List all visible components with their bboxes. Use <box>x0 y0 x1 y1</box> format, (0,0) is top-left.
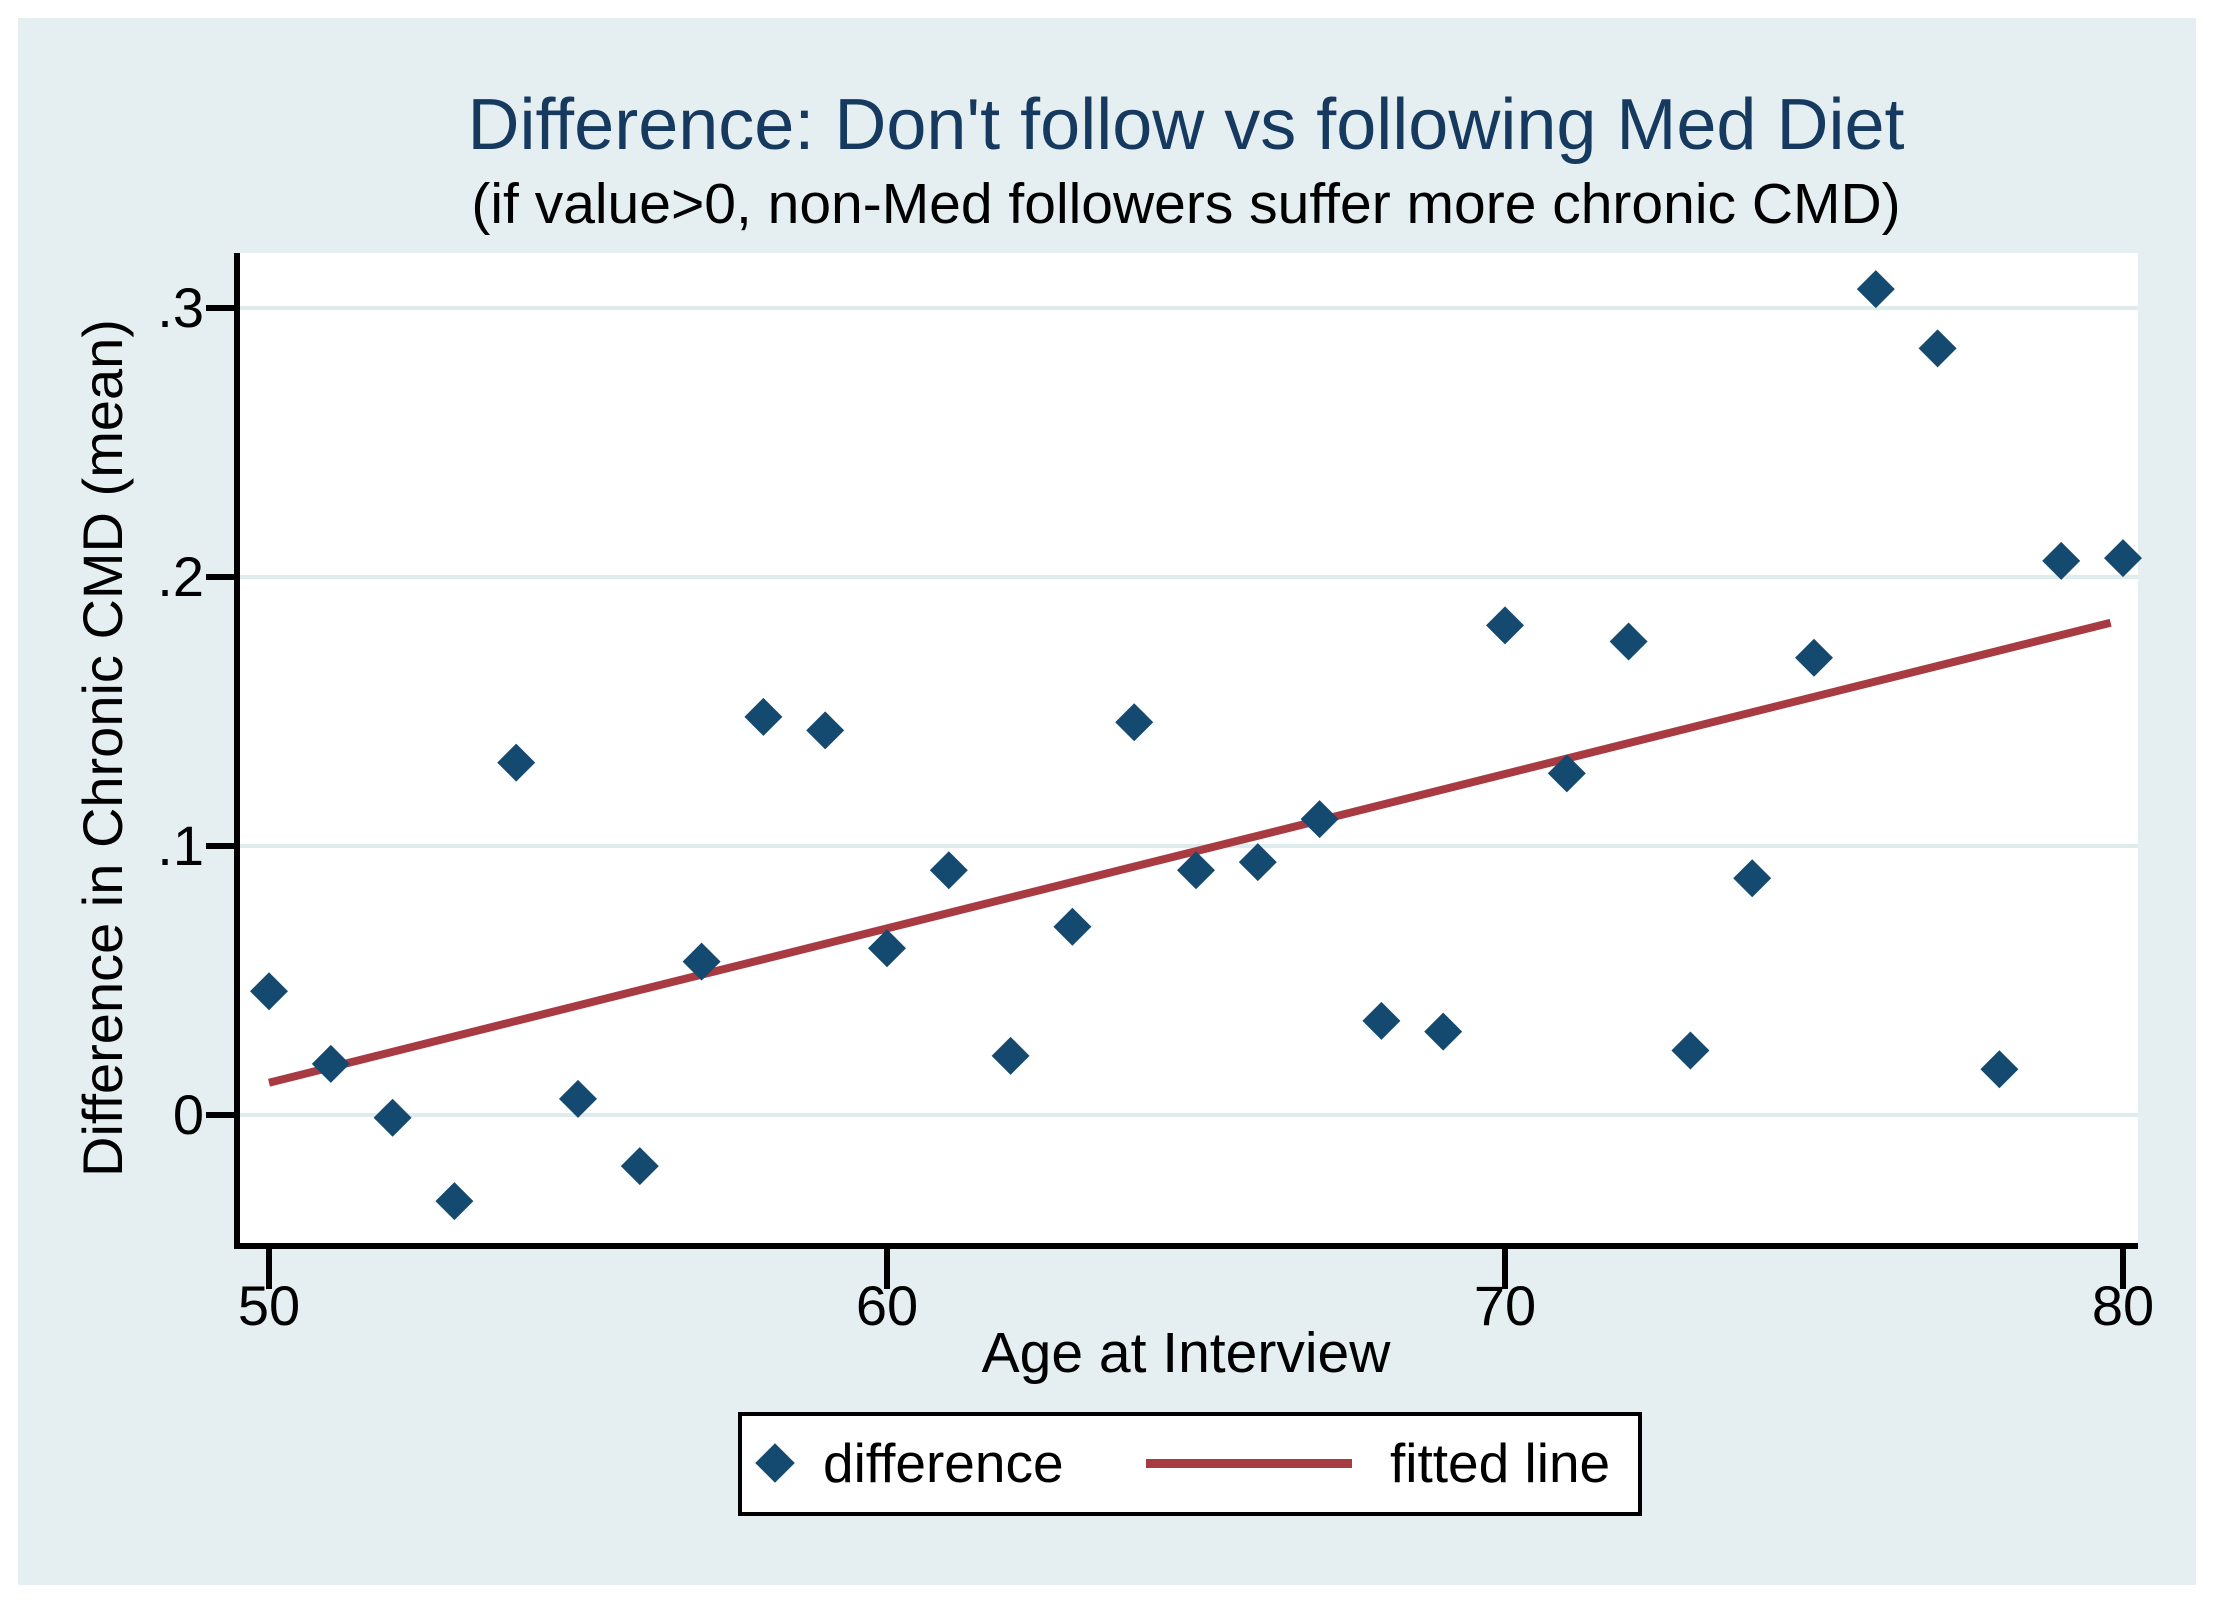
data-point-diamond <box>1238 843 1277 882</box>
legend-line-sample <box>1146 1459 1352 1468</box>
data-point-diamond <box>1918 329 1957 368</box>
data-point-diamond <box>1547 754 1586 793</box>
y-tick-label: .3 <box>157 276 204 339</box>
x-tick-label: 60 <box>855 1274 919 1337</box>
data-point-diamond <box>1424 1012 1463 1051</box>
data-point-diamond <box>497 743 536 782</box>
legend-label-fitted-line: fitted line <box>1390 1432 1611 1494</box>
data-point-diamond <box>991 1036 1030 1075</box>
chart-title: Difference: Don't follow vs following Me… <box>467 85 1905 165</box>
data-point-diamond <box>806 711 845 750</box>
data-point-diamond <box>868 929 906 968</box>
data-point-diamond <box>1795 638 1833 677</box>
data-point-diamond <box>1300 800 1339 839</box>
data-point-diamond <box>1609 622 1648 661</box>
data-point-diamond <box>250 972 288 1011</box>
data-point-diamond <box>1671 1031 1710 1070</box>
data-point-diamond <box>1980 1050 2019 1089</box>
data-point-diamond <box>311 1044 350 1083</box>
legend: difference fitted line <box>738 1412 1642 1516</box>
data-point-diamond <box>744 697 783 736</box>
y-tick-label: .2 <box>157 545 204 608</box>
data-point-diamond <box>1856 270 1895 309</box>
fitted-line <box>268 618 2112 1087</box>
data-point-diamond <box>1177 851 1215 890</box>
x-tick-label: 70 <box>1473 1274 1537 1337</box>
y-tick-label: .1 <box>157 814 204 877</box>
data-point-diamond <box>620 1147 659 1186</box>
y-tick-label: 0 <box>172 1083 204 1146</box>
data-point-diamond <box>2042 541 2081 580</box>
data-point-diamond <box>1053 907 1092 946</box>
chart-subtitle: (if value>0, non-Med followers suffer mo… <box>471 172 1901 236</box>
data-point-diamond <box>2104 539 2142 578</box>
data-point-diamond <box>929 851 968 890</box>
legend-label-difference: difference <box>823 1432 1064 1494</box>
data-point-diamond <box>435 1182 474 1221</box>
data-point-diamond <box>559 1079 597 1118</box>
x-tick-label: 50 <box>237 1274 301 1337</box>
data-point-diamond <box>1362 1001 1401 1040</box>
data-point-diamond <box>373 1098 412 1137</box>
data-point-diamond <box>682 942 721 981</box>
plot-area <box>234 253 2138 1249</box>
data-point-diamond <box>1115 703 1154 742</box>
data-point-diamond <box>1733 859 1772 898</box>
data-point-diamond <box>1486 606 1524 645</box>
legend-diamond-marker-icon <box>755 1443 795 1483</box>
x-axis-title: Age at Interview <box>981 1321 1391 1385</box>
x-tick-label: 80 <box>2091 1274 2155 1337</box>
